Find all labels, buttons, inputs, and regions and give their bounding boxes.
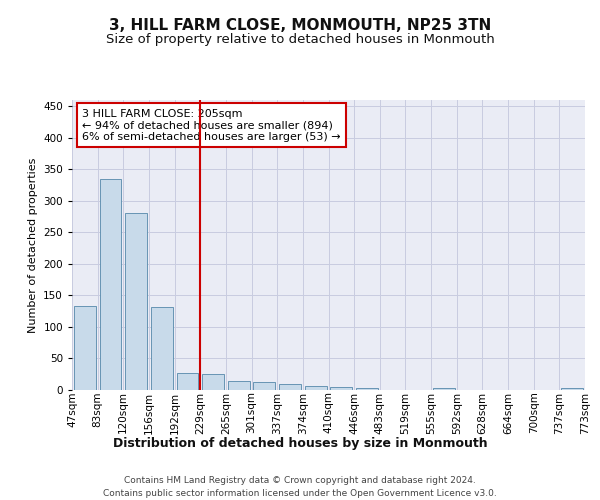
Text: Size of property relative to detached houses in Monmouth: Size of property relative to detached ho… xyxy=(106,32,494,46)
Bar xyxy=(253,382,275,390)
Bar xyxy=(100,179,121,390)
Bar xyxy=(151,307,173,390)
Bar xyxy=(176,373,199,390)
Bar xyxy=(356,388,378,390)
Text: Contains HM Land Registry data © Crown copyright and database right 2024.
Contai: Contains HM Land Registry data © Crown c… xyxy=(103,476,497,498)
Y-axis label: Number of detached properties: Number of detached properties xyxy=(28,158,38,332)
Bar xyxy=(125,214,147,390)
Bar xyxy=(279,384,301,390)
Bar xyxy=(305,386,326,390)
Bar xyxy=(74,306,96,390)
Bar xyxy=(331,387,352,390)
Bar xyxy=(228,380,250,390)
Text: 3 HILL FARM CLOSE: 205sqm
← 94% of detached houses are smaller (894)
6% of semi-: 3 HILL FARM CLOSE: 205sqm ← 94% of detac… xyxy=(82,108,341,142)
Text: Distribution of detached houses by size in Monmouth: Distribution of detached houses by size … xyxy=(113,438,487,450)
Bar xyxy=(202,374,224,390)
Bar xyxy=(433,388,455,390)
Text: 3, HILL FARM CLOSE, MONMOUTH, NP25 3TN: 3, HILL FARM CLOSE, MONMOUTH, NP25 3TN xyxy=(109,18,491,32)
Bar xyxy=(561,388,583,390)
